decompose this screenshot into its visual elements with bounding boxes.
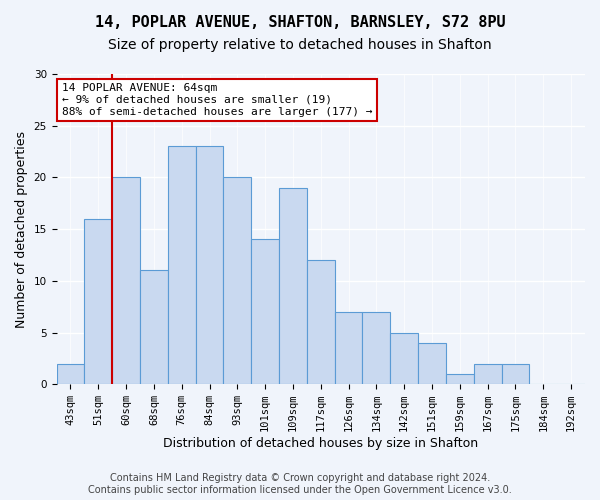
Bar [279, 188, 307, 384]
Bar [251, 240, 279, 384]
Bar [168, 146, 196, 384]
Bar [56, 364, 85, 384]
Bar [446, 374, 474, 384]
Bar [418, 343, 446, 384]
Bar [196, 146, 223, 384]
Y-axis label: Number of detached properties: Number of detached properties [15, 130, 28, 328]
Bar [223, 178, 251, 384]
Text: 14, POPLAR AVENUE, SHAFTON, BARNSLEY, S72 8PU: 14, POPLAR AVENUE, SHAFTON, BARNSLEY, S7… [95, 15, 505, 30]
Bar [140, 270, 168, 384]
Text: Size of property relative to detached houses in Shafton: Size of property relative to detached ho… [108, 38, 492, 52]
Bar [85, 219, 112, 384]
Bar [112, 178, 140, 384]
Bar [335, 312, 362, 384]
Bar [502, 364, 529, 384]
Bar [307, 260, 335, 384]
Bar [390, 332, 418, 384]
Text: Contains HM Land Registry data © Crown copyright and database right 2024.
Contai: Contains HM Land Registry data © Crown c… [88, 474, 512, 495]
Text: 14 POPLAR AVENUE: 64sqm
← 9% of detached houses are smaller (19)
88% of semi-det: 14 POPLAR AVENUE: 64sqm ← 9% of detached… [62, 84, 373, 116]
Bar [362, 312, 390, 384]
X-axis label: Distribution of detached houses by size in Shafton: Distribution of detached houses by size … [163, 437, 478, 450]
Bar [474, 364, 502, 384]
